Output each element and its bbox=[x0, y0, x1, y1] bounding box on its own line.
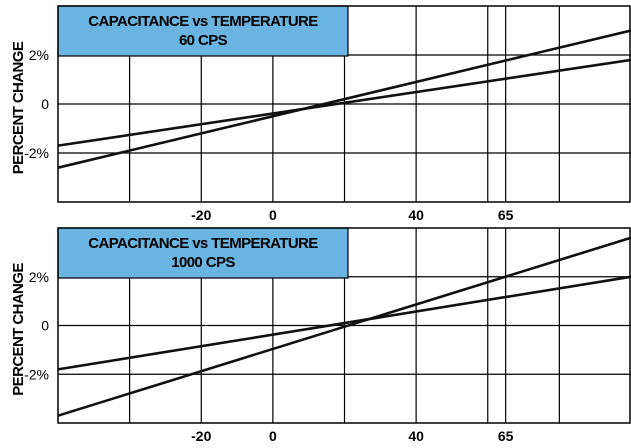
chart-1000-cps: CAPACITANCE vs TEMPERATURE 1000 CPS 2%0-… bbox=[10, 227, 631, 444]
y-axis-label: PERCENT CHANGE bbox=[10, 263, 27, 396]
y-tick-label: -2% bbox=[24, 366, 49, 382]
x-tick-label: -20 bbox=[191, 207, 211, 223]
chart-60-cps: CAPACITANCE vs TEMPERATURE 60 CPS 2% 0 -2%… bbox=[10, 5, 631, 223]
chart-title-line1: CAPACITANCE vs TEMPERATURE bbox=[88, 235, 318, 252]
title-box bbox=[57, 5, 349, 57]
x-tick-label: 0 bbox=[269, 207, 277, 223]
series-line-2 bbox=[57, 29, 631, 169]
y-tick-label: 0 bbox=[41, 318, 49, 334]
x-tick-label: -20 bbox=[191, 428, 211, 443]
y-tick-labels: 2% 0 -2% bbox=[24, 47, 49, 161]
y-axis-label: PERCENT CHANGE bbox=[10, 41, 27, 174]
y-tick-label: 2% bbox=[29, 47, 49, 63]
x-tick-label: 40 bbox=[408, 207, 424, 223]
series-line-1 bbox=[57, 275, 631, 371]
plot-frame bbox=[57, 227, 631, 424]
chart-title-line2: 1000 CPS bbox=[171, 254, 235, 271]
series-line-2 bbox=[57, 236, 631, 417]
series-line-1 bbox=[57, 58, 631, 147]
y-tick-label: 0 bbox=[41, 96, 49, 112]
chart-title-line1: CAPACITANCE vs TEMPERATURE bbox=[88, 13, 318, 30]
chart-title-line2: 60 CPS bbox=[179, 32, 228, 49]
series-lines bbox=[57, 236, 631, 417]
x-tick-label: 40 bbox=[408, 428, 424, 443]
y-tick-labels: 2% 0 -2% bbox=[24, 269, 49, 383]
x-tick-label: 65 bbox=[498, 207, 514, 223]
x-tick-label: 0 bbox=[269, 428, 277, 443]
x-tick-label: 65 bbox=[498, 428, 514, 443]
plot-frame bbox=[57, 5, 631, 203]
y-tick-label: -2% bbox=[24, 145, 49, 161]
x-tick-labels: -20 0 40 65 bbox=[191, 207, 514, 223]
y-tick-label: 2% bbox=[29, 269, 49, 285]
x-tick-labels: -20 0 40 65 bbox=[191, 428, 514, 444]
series-lines bbox=[57, 29, 631, 169]
